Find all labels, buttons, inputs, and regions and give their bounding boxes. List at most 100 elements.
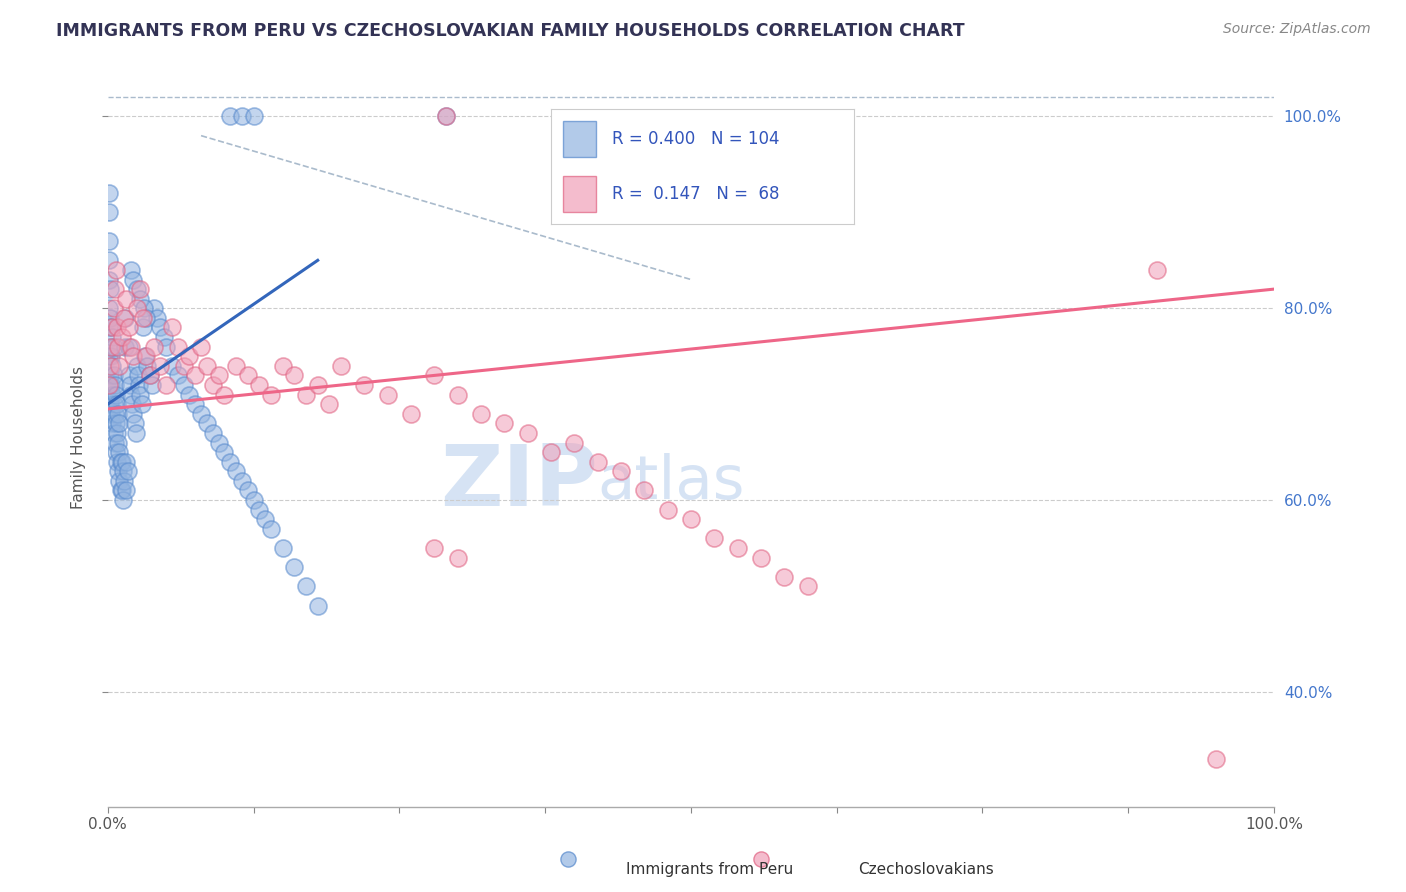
Point [107,340,129,354]
Point [1205,752,1227,766]
Point [103,301,125,316]
Point [214,387,236,401]
Point [610,464,633,478]
Point [110,455,132,469]
Point [100,407,122,421]
Point [152,330,174,344]
Point [120,263,142,277]
Point [100,340,122,354]
Point [242,110,264,124]
Point [101,359,124,373]
Point [108,445,131,459]
Point [166,368,188,383]
Point [115,292,138,306]
Point [118,320,141,334]
Point [103,340,125,354]
Point [399,407,422,421]
Point [149,320,172,334]
Point [118,368,141,383]
Point [122,272,145,286]
Point [283,560,305,574]
Point [97,378,120,392]
Point [104,387,127,401]
Point [139,368,162,383]
Text: Czechoslovakians: Czechoslovakians [858,863,994,877]
Point [201,378,224,392]
Point [136,359,159,373]
Point [117,464,139,478]
Point [118,340,141,354]
Point [104,378,127,392]
Point [190,407,212,421]
Point [423,541,446,555]
Point [105,397,128,411]
Point [98,368,121,383]
Point [307,599,329,613]
Point [353,378,375,392]
Point [149,359,172,373]
Point [160,320,183,334]
Point [101,387,124,401]
Point [98,310,121,325]
Point [112,474,135,488]
Point [214,445,236,459]
Point [135,349,157,363]
Point [254,512,277,526]
Point [1146,263,1168,277]
Point [97,272,120,286]
Point [155,340,177,354]
Point [434,110,457,124]
Point [105,425,128,440]
Point [114,310,136,325]
Point [103,397,125,411]
Point [124,417,146,431]
Point [219,110,242,124]
Point [125,425,148,440]
Point [247,502,270,516]
Point [111,483,134,498]
Point [260,522,283,536]
Point [111,455,134,469]
Point [586,455,609,469]
Point [657,502,679,516]
Point [104,282,127,296]
Point [97,186,120,201]
Point [110,483,132,498]
Point [562,435,585,450]
Point [122,349,145,363]
Point [207,435,229,450]
Point [145,310,167,325]
Point [112,310,135,325]
Point [97,349,120,363]
Point [271,541,294,555]
Point [447,387,470,401]
Point [423,368,446,383]
Point [97,378,120,392]
Point [201,425,224,440]
Point [727,541,749,555]
Point [231,474,253,488]
Point [242,493,264,508]
Point [114,340,136,354]
Point [111,464,134,478]
Point [97,320,120,334]
Point [447,550,470,565]
Y-axis label: Family Households: Family Households [72,367,86,509]
Point [100,378,122,392]
Point [434,110,457,124]
Point [377,387,399,401]
Point [118,378,141,392]
Point [132,310,155,325]
Point [173,359,195,373]
Point [207,368,229,383]
Text: IMMIGRANTS FROM PERU VS CZECHOSLOVAKIAN FAMILY HOUSEHOLDS CORRELATION CHART: IMMIGRANTS FROM PERU VS CZECHOSLOVAKIAN … [56,22,965,40]
Point [98,340,121,354]
Point [330,359,353,373]
Point [155,378,177,392]
Point [773,570,796,584]
Point [125,359,148,373]
Point [236,483,259,498]
Point [260,387,283,401]
Point [135,310,157,325]
Point [115,483,138,498]
